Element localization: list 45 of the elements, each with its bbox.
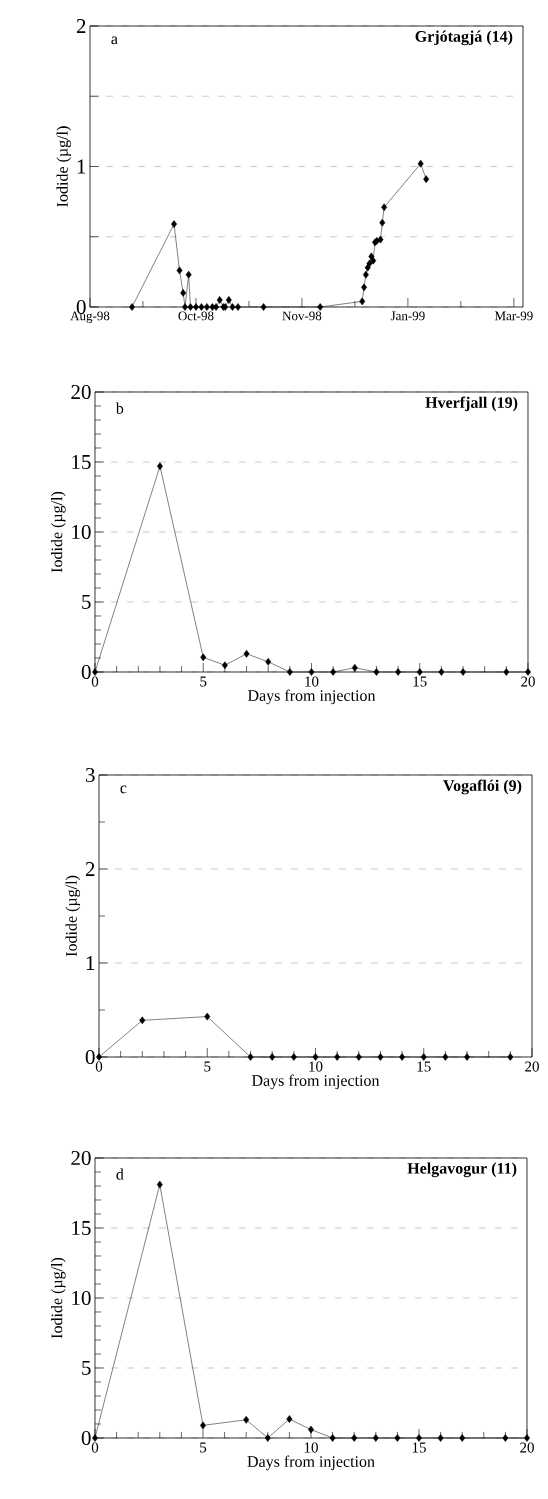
- y-tick-label: 20: [71, 384, 91, 400]
- chart-title: Grjótagjá (14): [415, 30, 513, 46]
- x-tick-label: 20: [520, 1442, 534, 1453]
- y-tick-label: 2: [85, 862, 95, 876]
- x-tick-label: 10: [305, 676, 319, 687]
- x-tick-label: Oct-98: [178, 311, 214, 321]
- x-axis-title: Days from injection: [251, 1074, 380, 1090]
- annotation: c: [120, 785, 127, 794]
- x-tick-label: 10: [309, 1061, 323, 1072]
- x-tick-label: 10: [304, 1442, 318, 1453]
- x-tick-label: 0: [95, 1061, 103, 1072]
- x-tick-label: 20: [521, 676, 535, 687]
- chart-title: Vogaflói (9): [443, 779, 522, 795]
- y-tick-label: 15: [72, 454, 91, 470]
- x-tick-label: 15: [412, 1442, 426, 1453]
- y-axis-title: Iodide (µg/l): [51, 1257, 66, 1339]
- y-tick-label: 1: [77, 159, 86, 174]
- x-tick-label: Nov-98: [282, 311, 322, 321]
- x-tick-label: 15: [413, 676, 427, 687]
- chart-title: Helgavogur (11): [407, 1162, 517, 1178]
- y-tick-label: 10: [72, 1290, 91, 1306]
- y-tick-label: 5: [82, 1361, 91, 1375]
- x-tick-label: Mar-99: [494, 311, 533, 321]
- y-tick-label: 15: [72, 1220, 91, 1236]
- annotation: d: [116, 1168, 124, 1180]
- y-axis-title: Iodide (µg/l): [65, 875, 81, 957]
- y-axis-title: Iodide (µg/l): [51, 491, 66, 573]
- annotation: b: [115, 402, 124, 414]
- x-tick-label: 5: [200, 676, 207, 687]
- x-tick-label: 5: [200, 1442, 207, 1453]
- y-tick-label: 2: [76, 19, 86, 33]
- y-tick-label: 5: [82, 595, 91, 609]
- annotation: a: [111, 36, 118, 45]
- x-tick-label: 15: [417, 1061, 431, 1072]
- x-tick-label: 20: [525, 1061, 539, 1072]
- x-tick-label: Jan-99: [390, 311, 425, 321]
- y-tick-label: 3: [85, 767, 95, 783]
- y-axis-title: Iodide (µg/l): [56, 126, 72, 207]
- x-axis-title: Days from injection: [247, 689, 376, 705]
- x-axis-title: Days from injection: [247, 1455, 375, 1471]
- y-tick-label: 20: [71, 1150, 91, 1166]
- y-tick-label: 1: [86, 956, 95, 970]
- chart-title: Hverfjall (19): [425, 396, 518, 412]
- y-tick-label: 10: [72, 524, 91, 540]
- x-tick-label: 5: [204, 1061, 211, 1072]
